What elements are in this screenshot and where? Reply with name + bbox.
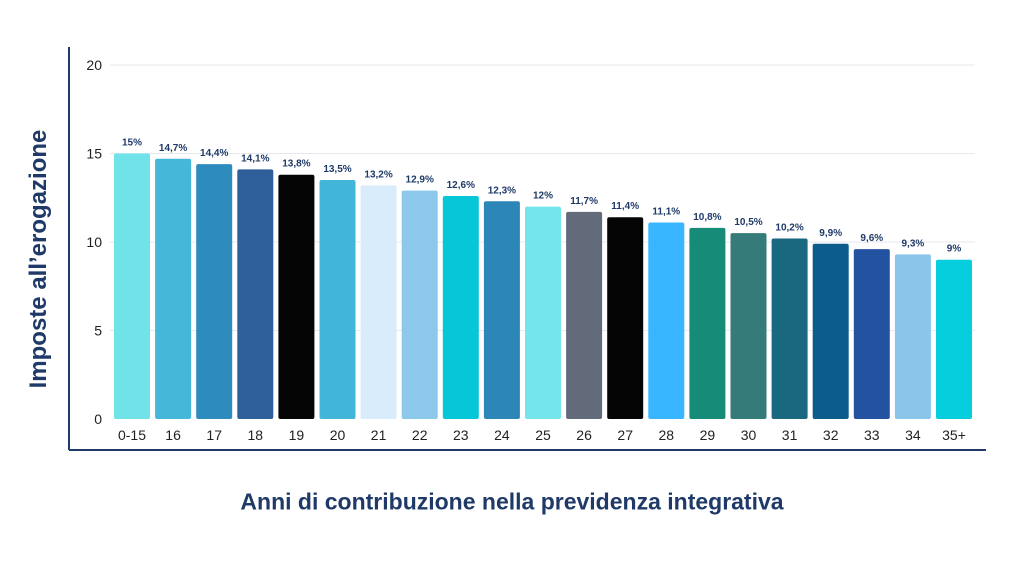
x-tick-label: 27 <box>617 427 633 443</box>
data-label: 10,2% <box>775 222 803 233</box>
data-label: 12% <box>533 191 553 202</box>
bar <box>360 185 397 419</box>
data-label: 15% <box>122 138 142 149</box>
bar <box>730 233 767 419</box>
data-label: 12,6% <box>447 180 475 191</box>
y-tick-label: 0 <box>94 411 102 427</box>
data-label: 10,8% <box>693 212 721 223</box>
bar <box>894 254 931 419</box>
x-tick-label: 25 <box>535 427 551 443</box>
bar <box>442 195 479 419</box>
data-label: 12,9% <box>406 175 434 186</box>
x-tick-label: 19 <box>289 427 305 443</box>
bar <box>319 180 356 419</box>
bar <box>114 153 150 419</box>
bar <box>689 227 726 419</box>
y-tick-label: 10 <box>86 234 102 250</box>
data-label: 14,4% <box>200 148 228 159</box>
x-tick-label: 26 <box>576 427 592 443</box>
bar <box>237 169 274 419</box>
bar <box>525 206 561 419</box>
bar <box>401 190 438 419</box>
data-label: 13,5% <box>323 164 351 175</box>
y-axis-label: Imposte all’erogazione <box>25 129 52 389</box>
x-tick-label: 30 <box>741 427 757 443</box>
x-axis-label: Anni di contribuzione nella previdenza i… <box>240 488 784 515</box>
data-label: 10,5% <box>734 217 762 228</box>
bar <box>648 222 685 419</box>
data-label: 11,7% <box>570 196 598 207</box>
data-label: 13,2% <box>364 169 392 180</box>
data-label: 14,1% <box>241 153 269 164</box>
x-tick-label: 24 <box>494 427 510 443</box>
bar <box>483 201 520 419</box>
data-label: 9,9% <box>819 228 842 239</box>
bar <box>278 174 315 419</box>
x-tick-label: 16 <box>165 427 181 443</box>
x-tick-label: 31 <box>782 427 798 443</box>
bar <box>196 164 233 419</box>
data-label: 9,6% <box>860 233 883 244</box>
bar <box>566 211 603 419</box>
x-tick-label: 35+ <box>942 427 966 443</box>
y-tick-label: 20 <box>86 57 102 73</box>
x-tick-label: 22 <box>412 427 428 443</box>
x-tick-label: 23 <box>453 427 469 443</box>
data-label: 14,7% <box>159 143 187 154</box>
y-tick-label: 15 <box>86 146 102 162</box>
bar <box>771 238 808 419</box>
x-tick-label: 21 <box>371 427 387 443</box>
x-tick-label: 29 <box>700 427 716 443</box>
data-label: 9% <box>947 244 962 255</box>
bar <box>936 259 972 419</box>
x-tick-label: 28 <box>659 427 675 443</box>
x-tick-label: 34 <box>905 427 921 443</box>
bar <box>812 243 849 419</box>
bar <box>853 249 890 419</box>
data-label: 9,3% <box>902 238 925 249</box>
data-label: 11,1% <box>652 207 680 218</box>
x-tick-label: 18 <box>248 427 264 443</box>
bar <box>607 217 644 419</box>
data-label: 13,8% <box>282 159 310 170</box>
data-label: 12,3% <box>488 185 516 196</box>
x-tick-label: 20 <box>330 427 346 443</box>
y-tick-label: 5 <box>94 323 102 339</box>
x-tick-label: 17 <box>206 427 222 443</box>
x-tick-label: 0-15 <box>118 427 146 443</box>
x-tick-label: 33 <box>864 427 880 443</box>
bar <box>155 158 192 419</box>
data-label: 11,4% <box>611 201 639 212</box>
x-tick-label: 32 <box>823 427 839 443</box>
